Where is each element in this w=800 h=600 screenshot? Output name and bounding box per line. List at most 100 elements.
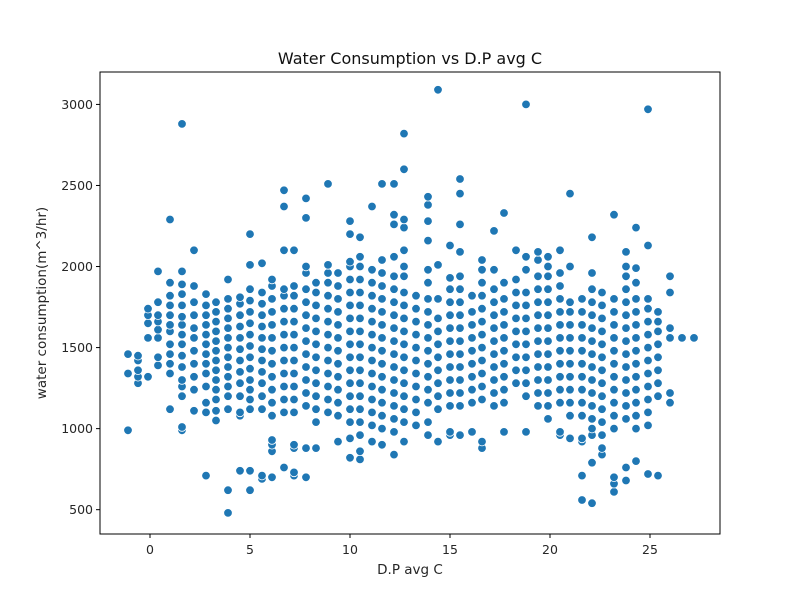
data-point	[499, 398, 509, 408]
data-point	[621, 414, 631, 424]
data-point	[399, 245, 409, 256]
data-point	[377, 385, 387, 395]
data-point	[621, 462, 631, 473]
data-point	[345, 404, 355, 414]
data-point	[587, 349, 597, 359]
data-point	[477, 316, 487, 327]
data-point	[389, 297, 399, 307]
data-point	[455, 247, 465, 257]
data-point	[543, 388, 553, 398]
data-point	[257, 258, 267, 269]
data-point	[389, 252, 399, 262]
data-point	[565, 333, 575, 343]
data-point	[377, 281, 387, 291]
data-point	[377, 346, 387, 356]
data-point	[377, 440, 387, 450]
data-point	[323, 329, 333, 340]
data-point	[521, 287, 531, 298]
data-point	[245, 284, 255, 294]
data-point	[587, 310, 597, 320]
data-point	[211, 316, 221, 327]
data-point	[399, 222, 409, 233]
data-point	[489, 375, 499, 385]
data-point	[223, 508, 233, 518]
data-point	[301, 388, 311, 398]
data-point	[477, 255, 487, 265]
data-point	[189, 359, 199, 369]
data-point	[489, 362, 499, 372]
data-point	[543, 375, 553, 385]
data-point	[445, 284, 455, 294]
data-point	[245, 229, 255, 239]
data-point	[133, 365, 143, 376]
data-point	[323, 304, 333, 314]
data-point	[411, 355, 421, 366]
data-point	[597, 404, 607, 414]
data-point	[189, 385, 199, 395]
data-point	[399, 352, 409, 363]
data-point	[399, 214, 409, 225]
data-point	[597, 391, 607, 401]
data-point	[355, 391, 365, 401]
data-point	[189, 297, 199, 307]
data-point	[355, 446, 365, 457]
data-point	[257, 299, 267, 309]
data-point	[455, 362, 465, 372]
data-point	[653, 352, 663, 363]
data-point	[311, 287, 321, 298]
data-point	[631, 456, 641, 466]
data-point	[143, 304, 153, 314]
data-point	[489, 336, 499, 346]
data-point	[411, 291, 421, 301]
data-point	[257, 391, 267, 401]
data-point	[565, 346, 575, 356]
data-point	[499, 278, 509, 288]
data-point	[677, 333, 687, 343]
data-point	[301, 193, 311, 204]
data-point	[521, 252, 531, 262]
y-tick-label: 1000	[61, 421, 93, 436]
data-point	[467, 307, 477, 317]
data-point	[177, 391, 187, 401]
x-tick-label: 15	[442, 542, 458, 557]
data-point	[153, 352, 163, 363]
data-point	[279, 304, 289, 314]
data-point	[355, 252, 365, 262]
data-point	[311, 365, 321, 376]
data-point	[235, 367, 245, 377]
data-point	[511, 274, 521, 285]
data-point	[621, 271, 631, 282]
data-point	[609, 487, 619, 497]
data-point	[257, 344, 267, 354]
data-point	[489, 226, 499, 236]
data-point	[423, 346, 433, 356]
data-point	[223, 274, 233, 285]
data-point	[433, 260, 443, 270]
data-point	[555, 398, 565, 408]
data-point	[609, 411, 619, 421]
data-point	[257, 367, 267, 377]
data-point	[201, 349, 211, 359]
data-point	[467, 359, 477, 369]
data-point	[223, 323, 233, 333]
data-point	[189, 406, 199, 416]
plot-frame	[99, 71, 721, 535]
data-point	[587, 362, 597, 372]
data-point	[267, 274, 277, 285]
data-point	[333, 385, 343, 395]
data-point	[177, 119, 187, 129]
data-point	[211, 385, 221, 395]
data-point	[289, 329, 299, 340]
data-point	[279, 316, 289, 327]
data-point	[257, 321, 267, 332]
data-point	[445, 336, 455, 346]
data-point	[555, 268, 565, 278]
data-point	[301, 362, 311, 372]
data-point	[489, 388, 499, 398]
data-point	[323, 381, 333, 392]
data-point	[653, 378, 663, 388]
axes	[99, 71, 721, 535]
data-point	[289, 368, 299, 379]
data-point	[643, 316, 653, 327]
